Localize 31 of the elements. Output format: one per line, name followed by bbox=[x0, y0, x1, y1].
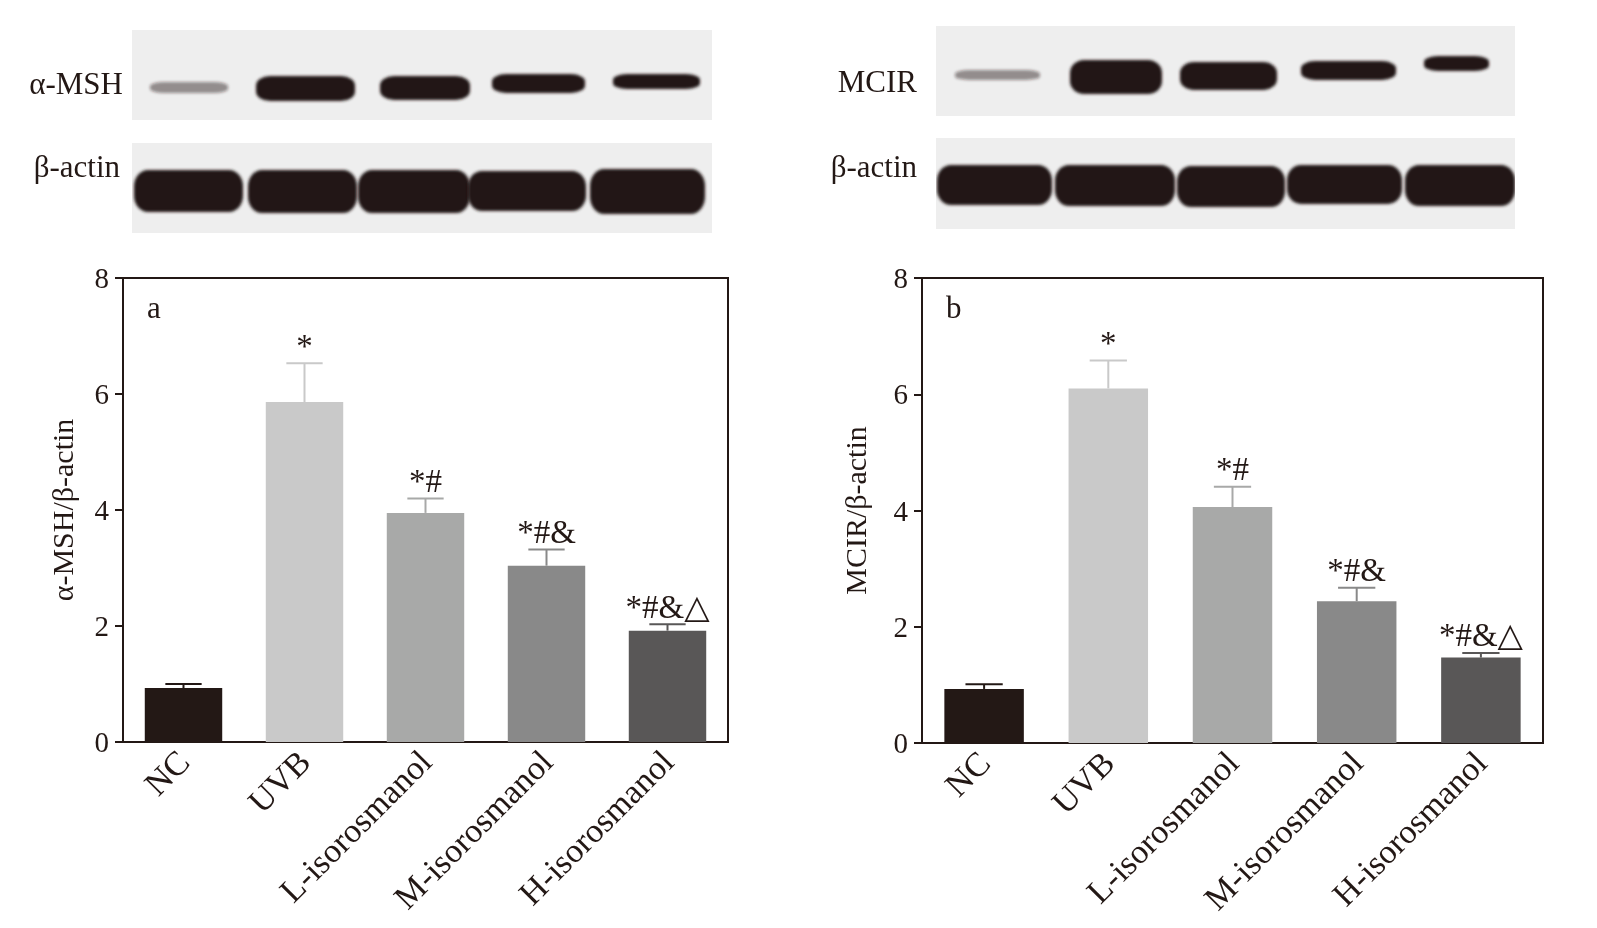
y-tick-label: 8 bbox=[893, 262, 908, 294]
annotation: *#&△ bbox=[625, 588, 711, 625]
text: α-MSH bbox=[29, 66, 123, 101]
y-tick-label: 4 bbox=[94, 494, 110, 526]
annotation: *#& bbox=[517, 513, 577, 550]
y-tick-label: 0 bbox=[94, 726, 109, 758]
text: β-actin bbox=[830, 149, 917, 184]
y-tick-label: 0 bbox=[893, 727, 908, 759]
annotation: * bbox=[296, 327, 313, 364]
y-tick-label: 6 bbox=[893, 378, 908, 411]
annotation: a bbox=[147, 290, 161, 325]
y-tick-label: 6 bbox=[94, 378, 109, 410]
annotation: *# bbox=[1216, 451, 1249, 488]
bar bbox=[1441, 657, 1521, 743]
annotation: * bbox=[1100, 325, 1117, 362]
y-tick-label: 2 bbox=[893, 610, 908, 643]
y-tick-label: 8 bbox=[94, 262, 109, 294]
x-tick-label: NC bbox=[937, 743, 998, 804]
x-tick-label: NC bbox=[137, 742, 197, 803]
y-tick-label: 4 bbox=[893, 494, 909, 527]
bar bbox=[144, 688, 223, 742]
annotation: *#& bbox=[1327, 552, 1387, 589]
annotation: *#&△ bbox=[1438, 617, 1524, 654]
y-axis-title: MCIR/β-actin bbox=[838, 426, 872, 595]
text: β-actin bbox=[33, 149, 120, 184]
y-tick-label: 2 bbox=[94, 610, 109, 642]
annotation: b bbox=[946, 290, 962, 325]
text: MCIR bbox=[837, 64, 917, 99]
annotation: *# bbox=[409, 462, 442, 499]
y-axis-title: α-MSH/β-actin bbox=[45, 418, 79, 602]
bar bbox=[944, 688, 1024, 743]
